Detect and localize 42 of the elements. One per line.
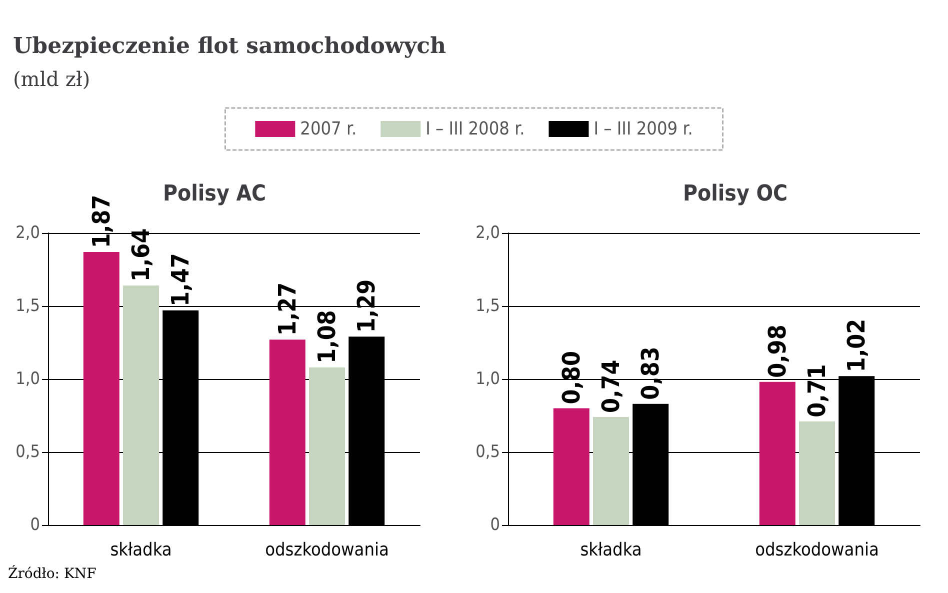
y-tick-label: 1,0 (16, 369, 40, 389)
data-label: 1,27 (273, 282, 302, 336)
x-tick-label: składka (580, 540, 642, 560)
data-label: 0,74 (597, 360, 625, 413)
y-tick-label: 0,5 (16, 442, 40, 462)
bar (593, 416, 629, 525)
x-tick-label: odszkodowania (265, 540, 389, 560)
bar (759, 382, 796, 525)
bar (123, 286, 159, 525)
data-label: 1,64 (127, 228, 155, 282)
data-label: 0,83 (636, 346, 665, 400)
data-label: 0,98 (763, 324, 792, 378)
chart-subtitle: Polisy AC (163, 182, 266, 206)
legend-label: I – III 2009 r. (594, 118, 693, 140)
data-label: 1,29 (352, 279, 381, 333)
y-tick-label: 1,5 (476, 296, 500, 316)
data-label: 1,47 (166, 253, 195, 306)
bar (269, 340, 306, 525)
legend-label: 2007 r. (300, 118, 357, 140)
chart-title: Polisy OC (683, 182, 788, 206)
bar (83, 252, 120, 525)
bar (799, 421, 835, 525)
legend-label: I – III 2008 r. (426, 118, 525, 140)
data-label: 1,08 (313, 310, 341, 364)
chart-title: Ubezpieczenie flot samochodowych (13, 33, 446, 59)
y-tick-label: 0 (30, 515, 40, 535)
y-tick-label: 1,5 (16, 296, 40, 316)
x-tick-label: składka (110, 540, 172, 560)
y-tick-label: 2,0 (476, 223, 500, 243)
data-label: 1,87 (87, 194, 116, 248)
bar (309, 367, 345, 525)
y-tick-label: 0,5 (476, 442, 500, 462)
y-tick-label: 0 (490, 515, 500, 535)
x-tick-label: odszkodowania (755, 540, 879, 560)
y-tick-label: 2,0 (16, 223, 40, 243)
y-axis-title: (mld zł) (13, 67, 90, 91)
y-tick-label: 1,0 (476, 369, 500, 389)
data-label: 0,80 (557, 350, 586, 404)
data-label: 1,02 (842, 318, 871, 372)
text: Źródło: KNF (8, 565, 97, 582)
bar (553, 408, 590, 525)
data-label: 0,71 (803, 364, 831, 418)
